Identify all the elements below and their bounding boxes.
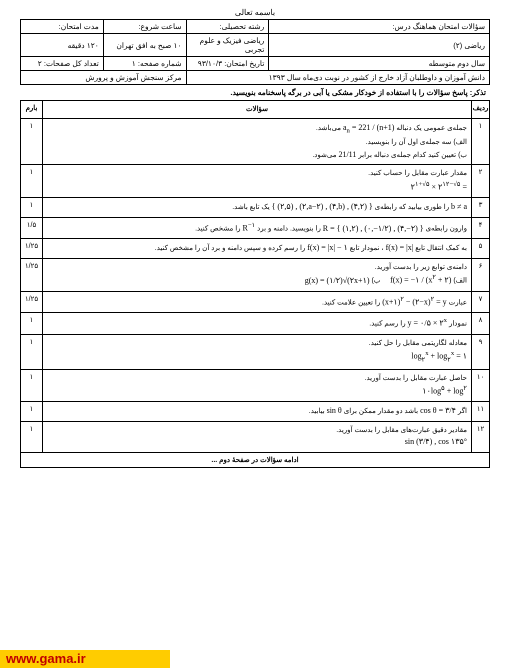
hdr-r3c4: تعداد کل صفحات: ۲ bbox=[21, 57, 104, 71]
question-score: ۱ bbox=[21, 369, 43, 402]
questions-table: ردیف سؤالات بارم ۱جمله‌ی عمومی یک دنباله… bbox=[20, 100, 490, 468]
question-number: ۳ bbox=[472, 198, 490, 218]
question-number: ۲ bbox=[472, 165, 490, 198]
question-body: معادله لگاریتمی مقابل را حل کنید.log۲x +… bbox=[43, 334, 472, 369]
question-row: ۶دامنه‌ی توابع زیر را بدست آورید.الف) f(… bbox=[21, 259, 490, 292]
question-body: مقادیر دقیق عبارت‌های مقابل را بدست آوری… bbox=[43, 422, 472, 453]
question-body: حاصل عبارت مقابل را بدست آورید.۱۰log۵ + … bbox=[43, 369, 472, 402]
question-body: جمله‌ی عمومی یک دنباله an = 221 / (n+1) … bbox=[43, 119, 472, 165]
hdr-r3c2: تاریخ امتحان: ۹۳/۱۰/۳ bbox=[186, 57, 269, 71]
hdr-r1c4: مدت امتحان: bbox=[21, 20, 104, 34]
hdr-r2c4: ۱۲۰ دقیقه bbox=[21, 34, 104, 57]
question-score: ۱/۲۵ bbox=[21, 259, 43, 292]
hdr-r1c1: سؤالات امتحان هماهنگ درس: bbox=[269, 20, 490, 34]
question-body: b ≠ a را طوری بیابید که رابطه‌ی { (۲,۵) … bbox=[43, 198, 472, 218]
question-row: ۹معادله لگاریتمی مقابل را حل کنید.log۲x … bbox=[21, 334, 490, 369]
question-number: ۱۰ bbox=[472, 369, 490, 402]
col-score: بارم bbox=[21, 101, 43, 119]
hdr-r4c2: مرکز سنجش آموزش و پرورش bbox=[21, 71, 187, 85]
question-row: ۳b ≠ a را طوری بیابید که رابطه‌ی { (۲,۵)… bbox=[21, 198, 490, 218]
question-row: ۲مقدار عبارت مقابل را حساب کنید.۲۱+√۵ × … bbox=[21, 165, 490, 198]
question-score: ۱/۵ bbox=[21, 217, 43, 238]
hdr-r2c1: ریاضی (۲) bbox=[269, 34, 490, 57]
question-body: نمودار y = ۰/۵ × ۲x را رسم کنید. bbox=[43, 313, 472, 334]
question-row: ۴وارون رابطه‌ی R = { (۱,۲) , (۰,−۱/۲) , … bbox=[21, 217, 490, 238]
question-score: ۱ bbox=[21, 198, 43, 218]
question-body: مقدار عبارت مقابل را حساب کنید.۲۱+√۵ × ۲… bbox=[43, 165, 472, 198]
question-row: ۵به کمک انتقال تابع f(x) = |x| ، نمودار … bbox=[21, 239, 490, 259]
question-number: ۷ bbox=[472, 291, 490, 312]
hdr-r1c2: رشته تحصیلی: bbox=[186, 20, 269, 34]
question-row: ۱۰حاصل عبارت مقابل را بدست آورید.۱۰log۵ … bbox=[21, 369, 490, 402]
question-number: ۸ bbox=[472, 313, 490, 334]
question-number: ۴ bbox=[472, 217, 490, 238]
question-row: ۷عبارت (x+۱)۲ − (۲−x)۲ = y را تعیین علام… bbox=[21, 291, 490, 312]
question-score: ۱ bbox=[21, 119, 43, 165]
col-num: ردیف bbox=[472, 101, 490, 119]
instruction-line: تذکر: پاسخ سؤالات را با استفاده از خودکا… bbox=[20, 88, 490, 97]
question-score: ۱ bbox=[21, 402, 43, 422]
col-body: سؤالات bbox=[43, 101, 472, 119]
question-body: دامنه‌ی توابع زیر را بدست آورید.الف) f(x… bbox=[43, 259, 472, 292]
question-number: ۵ bbox=[472, 239, 490, 259]
hdr-r2c3: ۱۰ صبح به افق تهران bbox=[103, 34, 186, 57]
question-row: ۱۲مقادیر دقیق عبارت‌های مقابل را بدست آو… bbox=[21, 422, 490, 453]
question-score: ۱ bbox=[21, 334, 43, 369]
question-score: ۱/۲۵ bbox=[21, 239, 43, 259]
question-number: ۹ bbox=[472, 334, 490, 369]
hdr-r3c3: شماره صفحه: ۱ bbox=[103, 57, 186, 71]
continue-note: ادامه سؤالات در صفحهٔ دوم ... bbox=[21, 453, 490, 468]
question-row: ۱۱اگر cos θ = ۳/۴ باشد دو مقدار ممکن برا… bbox=[21, 402, 490, 422]
hdr-r4c1: دانش آموزان و داوطلبان آزاد خارج از کشور… bbox=[186, 71, 489, 85]
question-row: ۱جمله‌ی عمومی یک دنباله an = 221 / (n+1)… bbox=[21, 119, 490, 165]
question-body: اگر cos θ = ۳/۴ باشد دو مقدار ممکن برای … bbox=[43, 402, 472, 422]
question-body: وارون رابطه‌ی R = { (۱,۲) , (۰,−۱/۲) , (… bbox=[43, 217, 472, 238]
question-row: ۸نمودار y = ۰/۵ × ۲x را رسم کنید.۱ bbox=[21, 313, 490, 334]
question-number: ۶ bbox=[472, 259, 490, 292]
question-score: ۱ bbox=[21, 165, 43, 198]
question-score: ۱ bbox=[21, 313, 43, 334]
hdr-r2c2: ریاضی فیزیک و علوم تجربی bbox=[186, 34, 269, 57]
question-body: عبارت (x+۱)۲ − (۲−x)۲ = y را تعیین علامت… bbox=[43, 291, 472, 312]
hdr-r1c3: ساعت شروع: bbox=[103, 20, 186, 34]
exam-header-table: سؤالات امتحان هماهنگ درس: رشته تحصیلی: س… bbox=[20, 19, 490, 85]
question-score: ۱ bbox=[21, 422, 43, 453]
hdr-r3c1: سال دوم متوسطه bbox=[269, 57, 490, 71]
site-watermark: www.gama.ir bbox=[0, 650, 170, 668]
question-number: ۱ bbox=[472, 119, 490, 165]
question-number: ۱۱ bbox=[472, 402, 490, 422]
question-score: ۱/۲۵ bbox=[21, 291, 43, 312]
question-body: به کمک انتقال تابع f(x) = |x| ، نمودار ت… bbox=[43, 239, 472, 259]
question-number: ۱۲ bbox=[472, 422, 490, 453]
page-title: باسمه تعالی bbox=[20, 8, 490, 17]
